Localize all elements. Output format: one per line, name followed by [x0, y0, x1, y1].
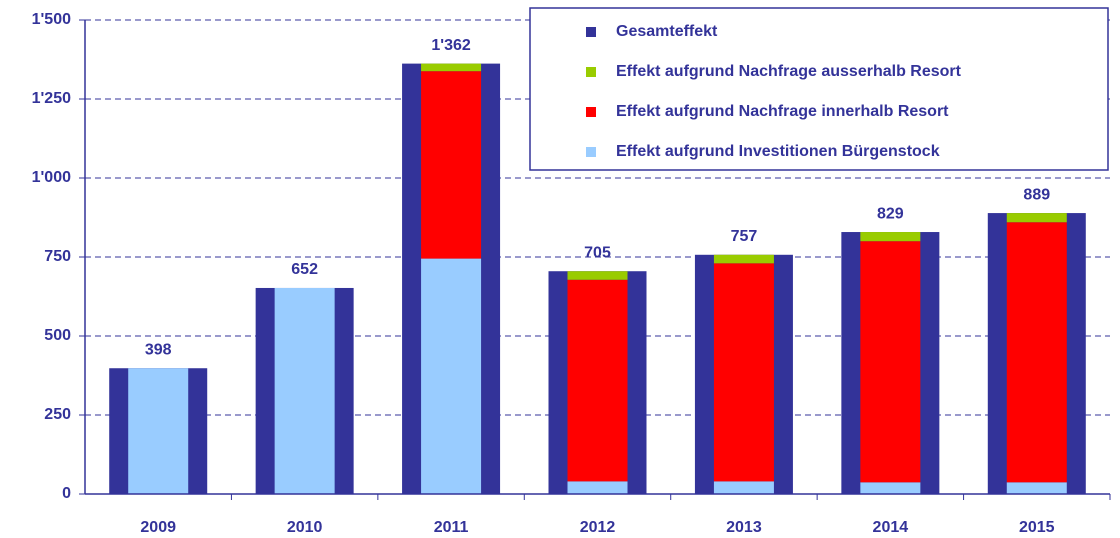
legend-swatch — [586, 107, 596, 117]
data-label: 398 — [145, 341, 172, 358]
segment-bar — [274, 287, 335, 494]
legend-box — [529, 7, 1109, 171]
segment-bar — [860, 232, 921, 242]
data-label: 829 — [877, 205, 904, 222]
y-tick-label: 750 — [44, 248, 71, 265]
data-label: 652 — [291, 261, 318, 278]
legend-label: Effekt aufgrund Nachfrage innerhalb Reso… — [616, 103, 949, 120]
x-tick-label: 2009 — [140, 519, 176, 536]
legend-swatch — [586, 67, 596, 77]
data-label: 705 — [584, 244, 611, 261]
segment-bar — [713, 263, 774, 482]
segment-bar — [128, 368, 189, 494]
x-tick-label: 2010 — [287, 519, 323, 536]
x-tick-label: 2012 — [580, 519, 616, 536]
legend-swatch — [586, 147, 596, 157]
x-tick-label: 2014 — [873, 519, 909, 536]
y-tick-label: 1'500 — [32, 11, 72, 28]
x-tick-label: 2011 — [434, 519, 469, 536]
segment-bar — [567, 481, 628, 494]
legend-swatch — [586, 27, 596, 37]
y-tick-label: 1'000 — [32, 169, 72, 186]
segment-bar — [1006, 222, 1067, 483]
segment-bar — [1006, 482, 1067, 494]
segment-bar — [713, 254, 774, 264]
y-tick-label: 0 — [62, 485, 71, 502]
segment-bar — [421, 63, 482, 72]
segment-bar — [567, 271, 628, 280]
segment-bar — [1006, 213, 1067, 223]
segment-bar — [421, 258, 482, 494]
segment-bar — [860, 241, 921, 483]
data-label: 889 — [1023, 186, 1050, 203]
segment-bar — [860, 482, 921, 494]
segment-bar — [713, 481, 774, 494]
segment-bar — [421, 71, 482, 259]
data-label: 757 — [731, 228, 758, 245]
x-tick-label: 2015 — [1019, 519, 1055, 536]
legend-label: Effekt aufgrund Investitionen Bürgenstoc… — [616, 143, 940, 160]
legend-label: Gesamteffekt — [616, 23, 718, 40]
segment-bar — [567, 279, 628, 482]
y-tick-label: 1'250 — [32, 90, 72, 107]
y-tick-label: 250 — [44, 406, 71, 423]
legend-label: Effekt aufgrund Nachfrage ausserhalb Res… — [616, 63, 962, 80]
x-tick-label: 2013 — [726, 519, 762, 536]
y-tick-label: 500 — [44, 327, 71, 344]
data-label: 1'362 — [431, 37, 471, 54]
